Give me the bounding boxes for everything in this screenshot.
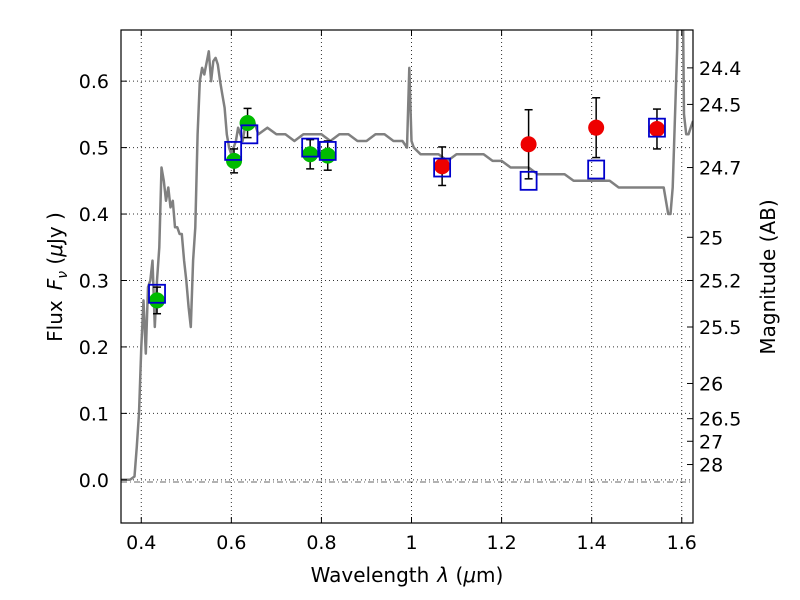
photometry-point <box>239 115 256 132</box>
model-flux-square <box>148 283 166 304</box>
axis-ticks: 0.4 0.6 0.8 1 1.2 1.4 1.6 0.0 0.1 0.2 0.3 0.4 0.5 0.6… <box>79 30 741 554</box>
y2-tick-label: 24.4 <box>699 58 741 80</box>
photometry-point <box>434 158 451 175</box>
y-axis-label: FluxFν (μJy ) <box>43 212 71 342</box>
x-tick-label: 1.2 <box>486 532 516 554</box>
model-flux-square <box>648 117 666 138</box>
photometry-point <box>588 119 605 136</box>
photometry-point <box>648 120 665 137</box>
y2-tick-label: 27 <box>699 431 723 453</box>
y2-tick-label: 25 <box>699 227 723 249</box>
model-flux-square <box>519 170 538 191</box>
model-flux-square <box>318 141 337 161</box>
photometry-point <box>319 147 336 164</box>
model-flux-square <box>433 157 452 178</box>
plot-data <box>121 30 693 482</box>
model-flux-square <box>224 141 243 161</box>
x-tick-label: 1 <box>405 532 417 554</box>
y2-tick-label: 25.2 <box>699 270 741 292</box>
y2-tick-label: 24.5 <box>699 94 741 116</box>
model-flux-square <box>587 159 606 180</box>
x-tick-label: 0.4 <box>126 532 156 554</box>
y2-tick-label: 26.5 <box>699 409 741 431</box>
y2-tick-label: 24.7 <box>699 158 741 180</box>
photometry-point <box>302 146 319 163</box>
y-tick-label: 0.3 <box>79 270 109 292</box>
y2-tick-label: 26 <box>699 373 723 395</box>
y-tick-label: 0.5 <box>79 138 109 160</box>
x-tick-label: 1.4 <box>577 532 607 554</box>
y-tick-label: 0.1 <box>79 403 109 425</box>
plot-frame <box>120 29 694 524</box>
y2-tick-label: 25.5 <box>699 317 741 339</box>
x-tick-label: 0.8 <box>306 532 336 554</box>
y-tick-label: 0.0 <box>79 470 109 492</box>
model-flux-square <box>301 137 320 158</box>
y-tick-label: 0.2 <box>79 337 109 359</box>
model-flux-square <box>240 124 259 145</box>
y-tick-label: 0.6 <box>79 71 109 93</box>
x-tick-label: 0.6 <box>216 532 246 554</box>
y-tick-label: 0.4 <box>79 204 109 226</box>
grid <box>121 30 693 523</box>
photometry-point <box>226 152 243 169</box>
y2-axis-label: Magnitude (AB) <box>756 199 780 354</box>
y2-tick-label: 28 <box>699 455 723 477</box>
photometry-point <box>520 136 537 153</box>
model-spectrum-line <box>121 30 693 482</box>
x-axis-label: Wavelength λ (μm) <box>311 563 504 587</box>
photometry-point <box>149 292 166 309</box>
x-tick-label: 1.6 <box>667 532 697 554</box>
